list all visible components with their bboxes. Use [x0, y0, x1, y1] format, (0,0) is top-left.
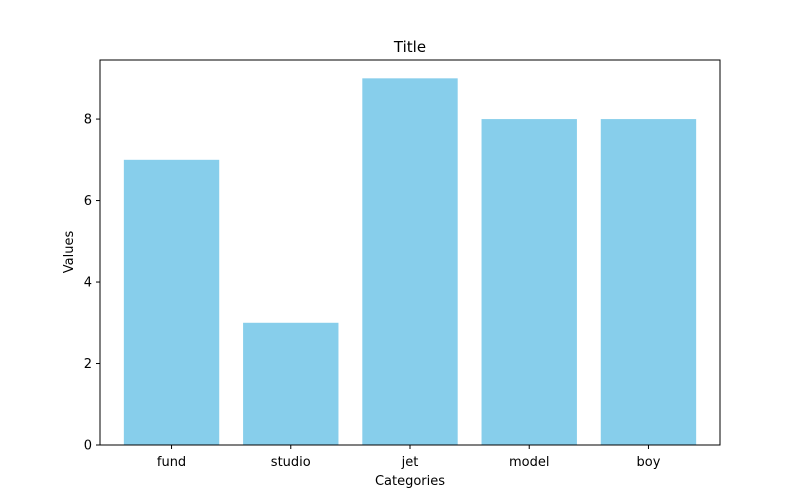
y-tick-label: 6 — [84, 194, 92, 209]
bar-studio — [243, 322, 339, 445]
y-tick-label: 2 — [84, 357, 92, 372]
x-tick-label: boy — [637, 455, 661, 470]
x-tick-label: model — [509, 455, 549, 470]
x-tick-label: fund — [157, 455, 186, 470]
y-tick-label: 0 — [84, 439, 92, 454]
y-tick-label: 8 — [84, 113, 92, 128]
x-tick-label: studio — [271, 455, 311, 470]
bar-boy — [600, 119, 697, 446]
bar-model — [481, 119, 577, 446]
y-axis: 0 2 4 6 8 — [84, 113, 100, 454]
bar-fund — [123, 159, 220, 445]
x-axis: fund studio jet model boy — [157, 445, 661, 470]
chart-title: Title — [393, 38, 426, 56]
x-axis-label: Categories — [375, 474, 445, 489]
x-tick-label: jet — [401, 455, 419, 470]
bar-jet — [362, 78, 458, 445]
bars-group — [123, 78, 697, 446]
plot-frame — [99, 59, 721, 446]
y-axis-label: Values — [62, 231, 77, 274]
y-tick-label: 4 — [84, 276, 92, 291]
